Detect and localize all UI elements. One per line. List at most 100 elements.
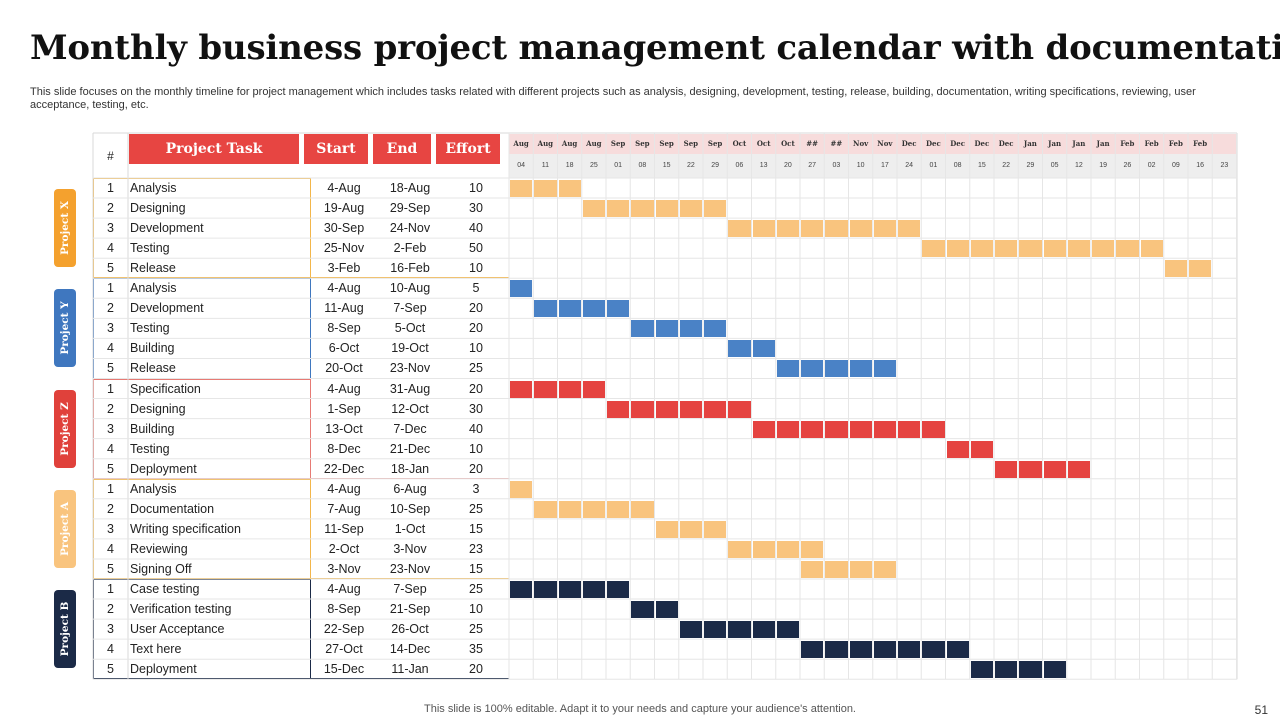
gantt-bar-cell — [872, 640, 897, 660]
gantt-bar-cell — [751, 219, 776, 239]
gantt-bar-cell — [533, 580, 558, 600]
task-number: 3 — [107, 221, 114, 236]
task-number: 2 — [107, 401, 114, 416]
gantt-bar-cell — [703, 199, 728, 219]
gantt-bar-cell — [848, 219, 873, 239]
gantt-bar-cell — [606, 299, 631, 319]
gantt-bar-cell — [630, 399, 655, 419]
table-row: 5 Release 20-Oct 23-Nov 25 — [93, 358, 1236, 378]
table-row: 1 Analysis 4-Aug 6-Aug 3 — [93, 479, 1236, 499]
gantt-bar-cell — [1042, 459, 1067, 479]
task-name: Analysis — [130, 481, 177, 496]
project-label-pill: Project X — [54, 189, 76, 268]
day-label: 16 — [1188, 154, 1213, 178]
gantt-bar-cell — [678, 519, 703, 539]
task-start: 8-Sep — [327, 321, 361, 336]
task-start: 22-Sep — [323, 622, 365, 637]
table-row: 4 Reviewing 2-Oct 3-Nov 23 — [93, 539, 1236, 559]
gantt-bar-cell — [775, 419, 800, 439]
day-label: 22 — [994, 154, 1019, 178]
task-name: Release — [130, 261, 176, 276]
gantt-bar-cell — [557, 580, 582, 600]
project-label-text: Project Z — [59, 401, 71, 456]
gantt-bar-cell — [557, 299, 582, 319]
task-name: Deployment — [130, 461, 197, 476]
task-start: 25-Nov — [323, 241, 365, 256]
gantt-bar-cell — [703, 519, 728, 539]
page-subtitle: This slide focuses on the monthly timeli… — [30, 86, 1196, 111]
task-effort: 10 — [469, 341, 483, 356]
gantt-bar-cell — [557, 379, 582, 399]
project-group-border — [93, 579, 311, 680]
gantt-bar-cell — [848, 419, 873, 439]
task-start: 3-Feb — [327, 261, 361, 276]
task-effort: 25 — [469, 361, 483, 376]
task-effort: 20 — [469, 461, 483, 476]
gantt-bar-cell — [848, 359, 873, 379]
table-row: 3 Building 13-Oct 7-Dec 40 — [93, 419, 1236, 439]
task-name: Documentation — [130, 501, 215, 516]
gantt-bar-cell — [800, 559, 825, 579]
month-label: Jan — [1066, 134, 1091, 154]
task-start: 2-Oct — [328, 541, 360, 556]
task-name: Building — [130, 341, 175, 356]
gantt-bar-cell — [969, 660, 994, 680]
task-effort: 10 — [469, 261, 483, 276]
gantt-bar-cell — [727, 339, 752, 359]
gantt-bar-cell — [872, 359, 897, 379]
month-label: Feb — [1139, 134, 1164, 154]
gantt-bar-cell — [581, 199, 606, 219]
task-number: 4 — [107, 441, 114, 456]
table-row: 5 Deployment 15-Dec 11-Jan 20 — [93, 659, 1236, 679]
day-label: 10 — [848, 154, 873, 178]
task-start: 6-Oct — [328, 341, 360, 356]
task-number: 5 — [107, 261, 114, 276]
task-effort: 10 — [469, 181, 483, 195]
table-row: 1 Analysis 4-Aug 10-Aug 5 — [93, 278, 1236, 298]
table-row: 2 Designing 1-Sep 12-Oct 30 — [93, 399, 1236, 419]
task-end: 26-Oct — [391, 622, 429, 637]
task-number: 4 — [107, 341, 114, 356]
task-end: 23-Nov — [389, 561, 431, 576]
month-label: Oct — [751, 134, 776, 154]
table-row: 3 User Acceptance 22-Sep 26-Oct 25 — [93, 619, 1236, 639]
task-start: 11-Sep — [324, 521, 364, 536]
gantt-bar-cell — [897, 419, 922, 439]
task-number: 1 — [107, 582, 114, 596]
gantt-bar-cell — [824, 419, 849, 439]
table-row: 2 Designing 19-Aug 29-Sep 30 — [93, 198, 1236, 218]
gantt-bar-cell — [654, 519, 679, 539]
task-number: 1 — [107, 481, 114, 496]
task-start: 1-Sep — [327, 401, 361, 416]
task-effort: 15 — [469, 521, 483, 536]
task-name: Testing — [130, 441, 170, 456]
gantt-bar-cell — [533, 299, 558, 319]
task-end: 5-Oct — [394, 321, 426, 336]
start-column-header: Start — [304, 134, 368, 164]
gantt-bar-cell — [509, 179, 534, 199]
gantt-bar-cell — [654, 199, 679, 219]
task-start: 4-Aug — [327, 481, 361, 496]
gantt-bar-cell — [872, 559, 897, 579]
gantt-bar-cell — [654, 399, 679, 419]
project-label-pill: Project Z — [54, 389, 76, 468]
task-name: Text here — [130, 642, 182, 657]
task-name: Development — [130, 221, 204, 236]
gantt-bar-cell — [1042, 239, 1067, 259]
gantt-bar-cell — [872, 219, 897, 239]
task-end: 16-Feb — [390, 261, 430, 276]
task-name: Analysis — [130, 181, 177, 195]
gantt-bar-cell — [824, 219, 849, 239]
month-label-empty — [1212, 134, 1237, 154]
table-row: 3 Writing specification 11-Sep 1-Oct 15 — [93, 519, 1236, 539]
gantt-bar-cell — [703, 620, 728, 640]
task-start: 27-Oct — [325, 642, 363, 657]
task-end: 18-Aug — [389, 181, 431, 195]
day-label: 06 — [727, 154, 752, 178]
task-start: 20-Oct — [325, 361, 363, 376]
task-effort: 20 — [469, 321, 483, 336]
table-row: 3 Testing 8-Sep 5-Oct 20 — [93, 318, 1236, 338]
month-label: Dec — [969, 134, 994, 154]
task-effort: 10 — [469, 602, 483, 617]
gantt-bar-cell — [921, 640, 946, 660]
